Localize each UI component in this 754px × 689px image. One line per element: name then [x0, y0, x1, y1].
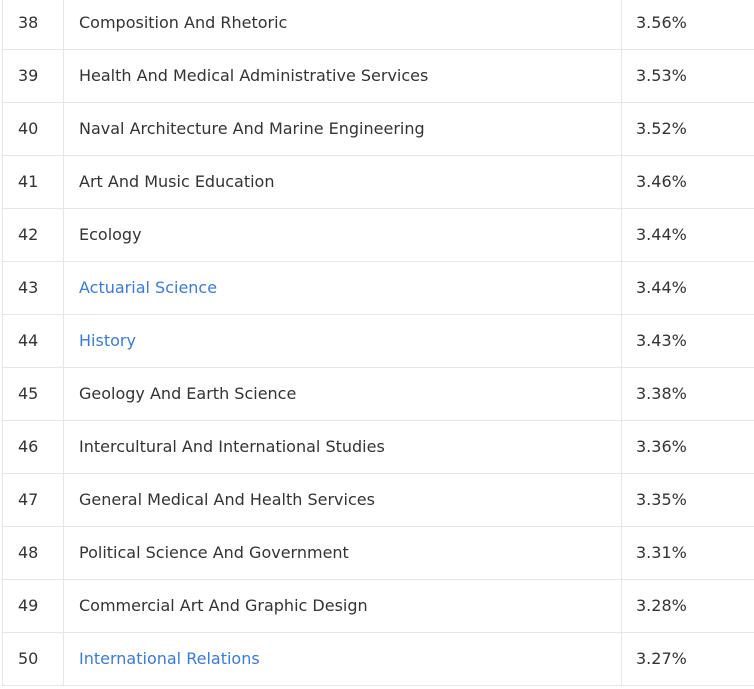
table-row: 42 Ecology 3.44%: [3, 209, 754, 262]
rank-cell: 42: [3, 209, 64, 261]
table-row: 38 Composition And Rhetoric 3.56%: [3, 0, 754, 50]
table-row: 47 General Medical And Health Services 3…: [3, 474, 754, 527]
percent-cell: 3.56%: [636, 13, 687, 32]
major-name: Composition And Rhetoric: [79, 13, 288, 32]
table-row: 49 Commercial Art And Graphic Design 3.2…: [3, 580, 754, 633]
rank-cell: 45: [3, 368, 64, 420]
table-row: 44 History 3.43%: [3, 315, 754, 368]
major-name: Naval Architecture And Marine Engineerin…: [79, 119, 425, 138]
major-cell: Art And Music Education: [64, 156, 622, 208]
major-name: Geology And Earth Science: [79, 384, 297, 403]
table-row: 40 Naval Architecture And Marine Enginee…: [3, 103, 754, 156]
percent-cell: 3.53%: [636, 66, 687, 85]
rank-cell: 50: [3, 633, 64, 685]
major-cell: History: [64, 315, 622, 367]
major-link-international-relations[interactable]: International Relations: [79, 649, 260, 668]
table-row: 43 Actuarial Science 3.44%: [3, 262, 754, 315]
major-link-actuarial-science[interactable]: Actuarial Science: [79, 278, 218, 297]
major-name: Ecology: [79, 225, 142, 244]
rank-cell: 40: [3, 103, 64, 155]
rank-cell: 49: [3, 580, 64, 632]
rank-cell: 48: [3, 527, 64, 579]
rank-cell: 38: [3, 0, 64, 49]
percent-cell: 3.31%: [636, 543, 687, 562]
percent-cell: 3.43%: [636, 331, 687, 350]
major-cell: Health And Medical Administrative Servic…: [64, 50, 622, 102]
rank-cell: 39: [3, 50, 64, 102]
rank-cell: 41: [3, 156, 64, 208]
major-cell: Commercial Art And Graphic Design: [64, 580, 622, 632]
major-name: Art And Music Education: [79, 172, 275, 191]
percent-cell: 3.27%: [636, 649, 687, 668]
major-cell: Geology And Earth Science: [64, 368, 622, 420]
major-cell: Ecology: [64, 209, 622, 261]
major-name: Commercial Art And Graphic Design: [79, 596, 368, 615]
major-name: Health And Medical Administrative Servic…: [79, 66, 429, 85]
table-row: 48 Political Science And Government 3.31…: [3, 527, 754, 580]
major-cell: Actuarial Science: [64, 262, 622, 314]
major-cell: General Medical And Health Services: [64, 474, 622, 526]
rank-cell: 44: [3, 315, 64, 367]
percent-cell: 3.38%: [636, 384, 687, 403]
major-cell: International Relations: [64, 633, 622, 685]
major-cell: Political Science And Government: [64, 527, 622, 579]
table-row: 39 Health And Medical Administrative Ser…: [3, 50, 754, 103]
percent-cell: 3.52%: [636, 119, 687, 138]
percent-cell: 3.35%: [636, 490, 687, 509]
major-cell: Intercultural And International Studies: [64, 421, 622, 473]
major-cell: Composition And Rhetoric: [64, 0, 622, 49]
percent-cell: 3.28%: [636, 596, 687, 615]
rank-cell: 47: [3, 474, 64, 526]
percent-cell: 3.44%: [636, 225, 687, 244]
table-row: 41 Art And Music Education 3.46%: [3, 156, 754, 209]
major-link-history[interactable]: History: [79, 331, 136, 350]
rank-cell: 46: [3, 421, 64, 473]
percent-cell: 3.46%: [636, 172, 687, 191]
percent-cell: 3.44%: [636, 278, 687, 297]
table-row: 45 Geology And Earth Science 3.38%: [3, 368, 754, 421]
table-row: 46 Intercultural And International Studi…: [3, 421, 754, 474]
major-name: Political Science And Government: [79, 543, 349, 562]
rank-cell: 43: [3, 262, 64, 314]
percent-cell: 3.36%: [636, 437, 687, 456]
major-name: Intercultural And International Studies: [79, 437, 385, 456]
major-name: General Medical And Health Services: [79, 490, 375, 509]
major-cell: Naval Architecture And Marine Engineerin…: [64, 103, 622, 155]
table-row: 50 International Relations 3.27%: [3, 633, 754, 686]
